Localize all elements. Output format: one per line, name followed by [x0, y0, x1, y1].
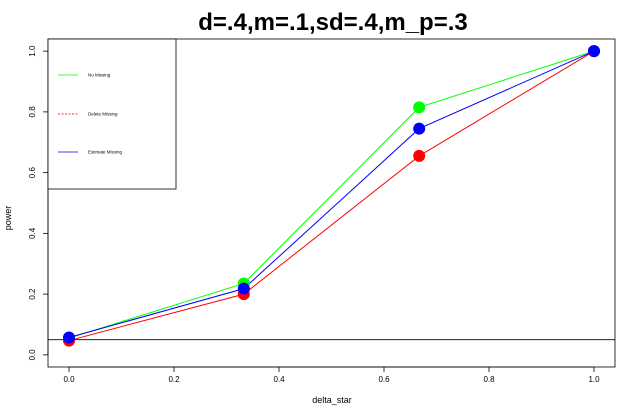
y-axis-label: power — [3, 206, 13, 231]
x-tick-label: 0.0 — [63, 375, 75, 384]
x-tick-label: 0.2 — [168, 375, 180, 384]
x-tick-label: 1.0 — [588, 375, 600, 384]
x-axis: 0.0 0.2 0.4 0.6 0.8 1.0 — [63, 366, 600, 384]
series-point-2 — [413, 122, 426, 135]
series-point-2 — [63, 331, 75, 344]
legend-label: Estimate Missing — [88, 150, 123, 155]
series-lines — [68, 50, 595, 342]
series-points — [63, 45, 600, 347]
x-tick-label: 0.8 — [483, 375, 495, 384]
legend: No Missing Delete Missing Estimate Missing — [47, 38, 177, 190]
x-axis-label: delta_star — [312, 395, 352, 405]
y-tick-label: 0.6 — [28, 167, 37, 179]
legend-label: Delete Missing — [88, 112, 118, 117]
legend-label: No Missing — [88, 73, 111, 78]
series-point-2 — [237, 282, 250, 295]
y-axis: 0.0 0.2 0.4 0.6 0.8 1.0 — [28, 45, 49, 361]
y-tick-label: 0.4 — [28, 227, 37, 239]
series-line-1 — [68, 50, 595, 342]
y-tick-label: 0.0 — [28, 349, 37, 361]
x-tick-label: 0.6 — [378, 375, 390, 384]
y-tick-label: 0.2 — [28, 288, 37, 300]
series-line-2 — [68, 50, 595, 339]
series-point-2 — [588, 45, 600, 58]
y-tick-label: 0.8 — [28, 106, 37, 118]
x-tick-label: 0.4 — [273, 375, 285, 384]
y-tick-label: 1.0 — [28, 45, 37, 57]
series-point-1 — [413, 149, 426, 162]
series-line-0 — [68, 50, 595, 339]
series-point-0 — [413, 101, 426, 114]
chart-title: d=.4,m=.1,sd=.4,m_p=.3 — [198, 9, 467, 36]
